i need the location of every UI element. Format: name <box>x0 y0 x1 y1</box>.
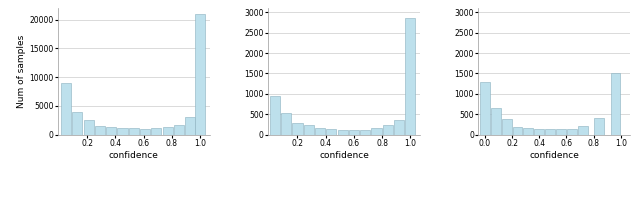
Bar <box>545 129 555 135</box>
Bar <box>185 117 195 135</box>
Bar <box>129 128 139 135</box>
Bar <box>491 108 500 135</box>
Bar <box>84 120 93 135</box>
Bar <box>383 125 393 135</box>
Bar <box>360 130 370 135</box>
Bar <box>556 129 566 135</box>
Bar <box>106 127 116 135</box>
Bar <box>117 128 127 135</box>
Bar <box>281 113 291 135</box>
Bar <box>195 14 205 135</box>
Bar <box>292 123 303 135</box>
Bar <box>524 128 533 135</box>
Bar <box>270 96 280 135</box>
Bar <box>480 82 490 135</box>
Bar <box>174 125 184 135</box>
X-axis label: confidence: confidence <box>109 151 159 160</box>
Bar <box>371 128 381 135</box>
Bar <box>151 128 161 135</box>
Bar <box>95 126 105 135</box>
Bar <box>72 112 83 135</box>
Bar <box>303 125 314 135</box>
Bar <box>405 18 415 135</box>
Bar <box>140 129 150 135</box>
X-axis label: confidence: confidence <box>319 151 369 160</box>
X-axis label: confidence: confidence <box>529 151 579 160</box>
Y-axis label: Num of samples: Num of samples <box>17 35 26 108</box>
Bar <box>502 119 511 135</box>
Bar <box>578 126 588 135</box>
Bar <box>315 128 325 135</box>
Bar <box>394 120 404 135</box>
Bar <box>349 130 359 135</box>
Bar <box>513 127 522 135</box>
Bar <box>337 130 348 135</box>
Bar <box>163 127 173 135</box>
Bar <box>534 129 544 135</box>
Bar <box>61 83 71 135</box>
Bar <box>611 73 620 135</box>
Bar <box>567 129 577 135</box>
Bar <box>326 129 337 135</box>
Bar <box>594 118 604 135</box>
